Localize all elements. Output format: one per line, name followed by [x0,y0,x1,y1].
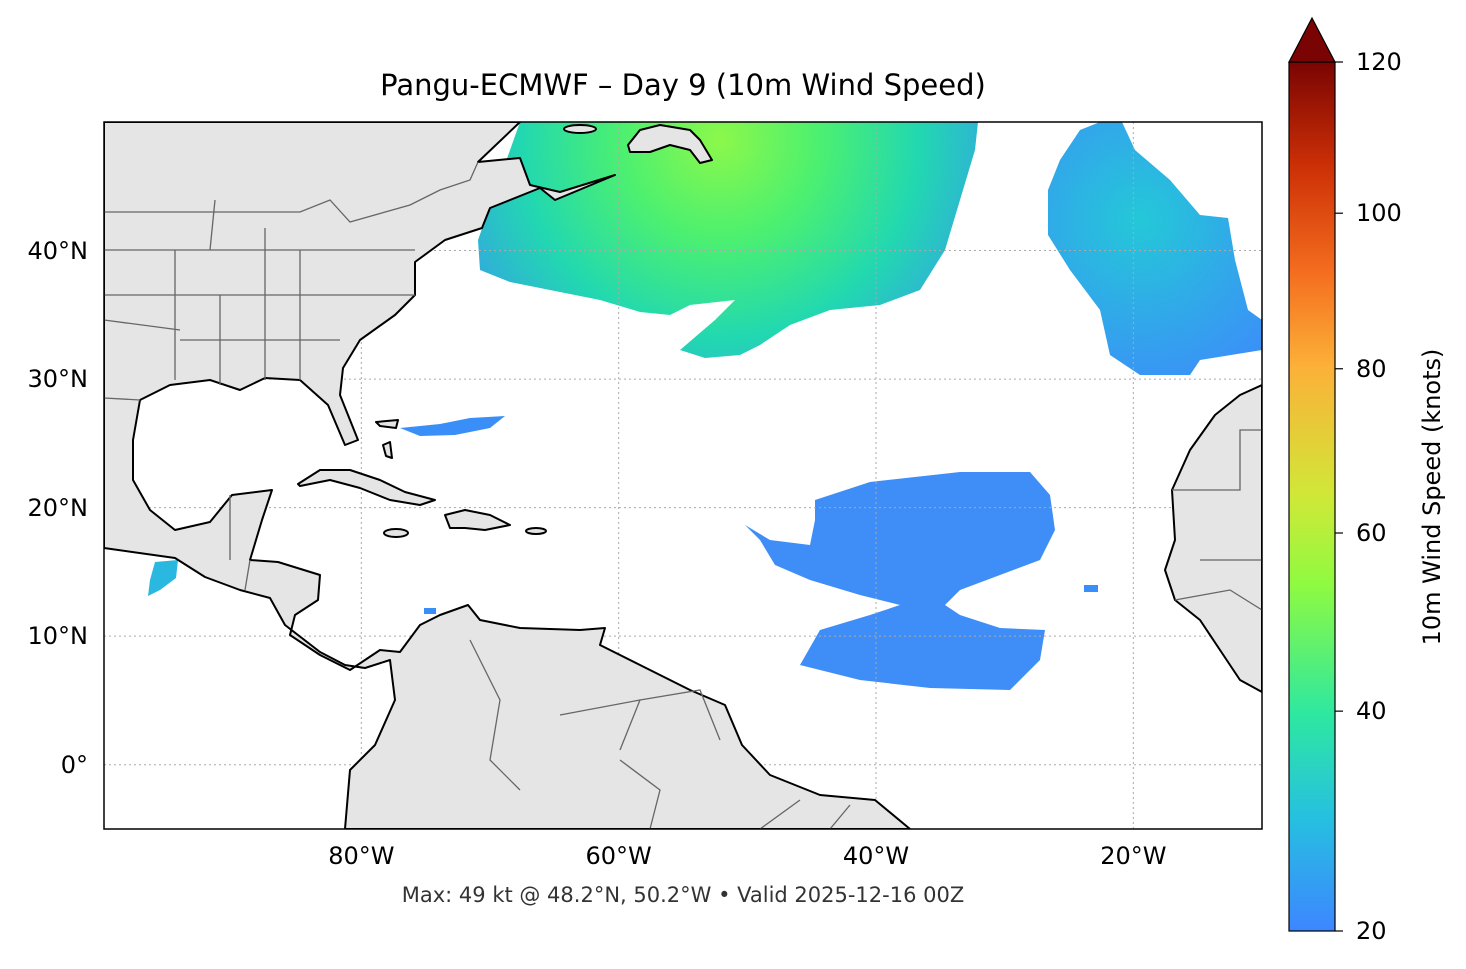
colorbar-extend-max-triangle [1288,16,1336,63]
chart-title: Pangu-ECMWF – Day 9 (10m Wind Speed) [380,68,986,102]
land-anticosti [563,124,597,134]
lat-tick-label: 10°N [27,622,89,651]
colorbar-tick-label: 120 [1356,48,1402,76]
land-americas [104,122,911,829]
footer-max-wind-caption: Max: 49 kt @ 48.2°N, 50.2°W • Valid 2025… [401,883,965,907]
land-puerto-rico [525,527,547,535]
land-cuba [297,469,436,506]
lat-tick-label: 0° [60,750,88,779]
wind-field-bahamas [400,416,505,436]
lon-tick-label: 80°W [328,842,395,870]
lon-tick-label: 20°W [1100,842,1167,870]
land-bahamas [375,419,399,459]
wind-field-north-atlantic [478,122,978,358]
land-newfoundland [627,124,713,164]
colorbar-gradient [1288,61,1336,932]
wind-field-spot [1084,585,1098,592]
lon-tick-label: 40°W [842,842,910,870]
lat-tick-label: 30°N [27,365,89,394]
borders [104,161,1262,829]
colorbar-label: 10m Wind Speed (knots) [1418,348,1446,646]
plot-frame [103,121,1263,830]
land-africa [1164,384,1262,693]
gridlines [104,122,1262,829]
lat-tick-label: 40°N [27,236,89,265]
wind-field-tehuantepec [148,560,178,596]
wind-field-spot [424,608,436,614]
lat-tick-label: 20°N [27,493,89,522]
lon-tick-label: 60°W [585,842,652,870]
land-hispaniola [444,509,511,531]
land-jamaica [383,528,409,538]
colorbar-tick-label: 80 [1356,354,1387,383]
wind-field-northeast [1048,122,1262,375]
wind-field-subtropical [745,472,1055,690]
colorbar-tick-label: 20 [1356,917,1387,945]
colorbar-tick-label: 40 [1356,697,1387,726]
colorbar-tick-label: 60 [1356,518,1387,547]
colorbar [1288,16,1343,932]
colorbar-tick-label: 100 [1356,199,1402,228]
